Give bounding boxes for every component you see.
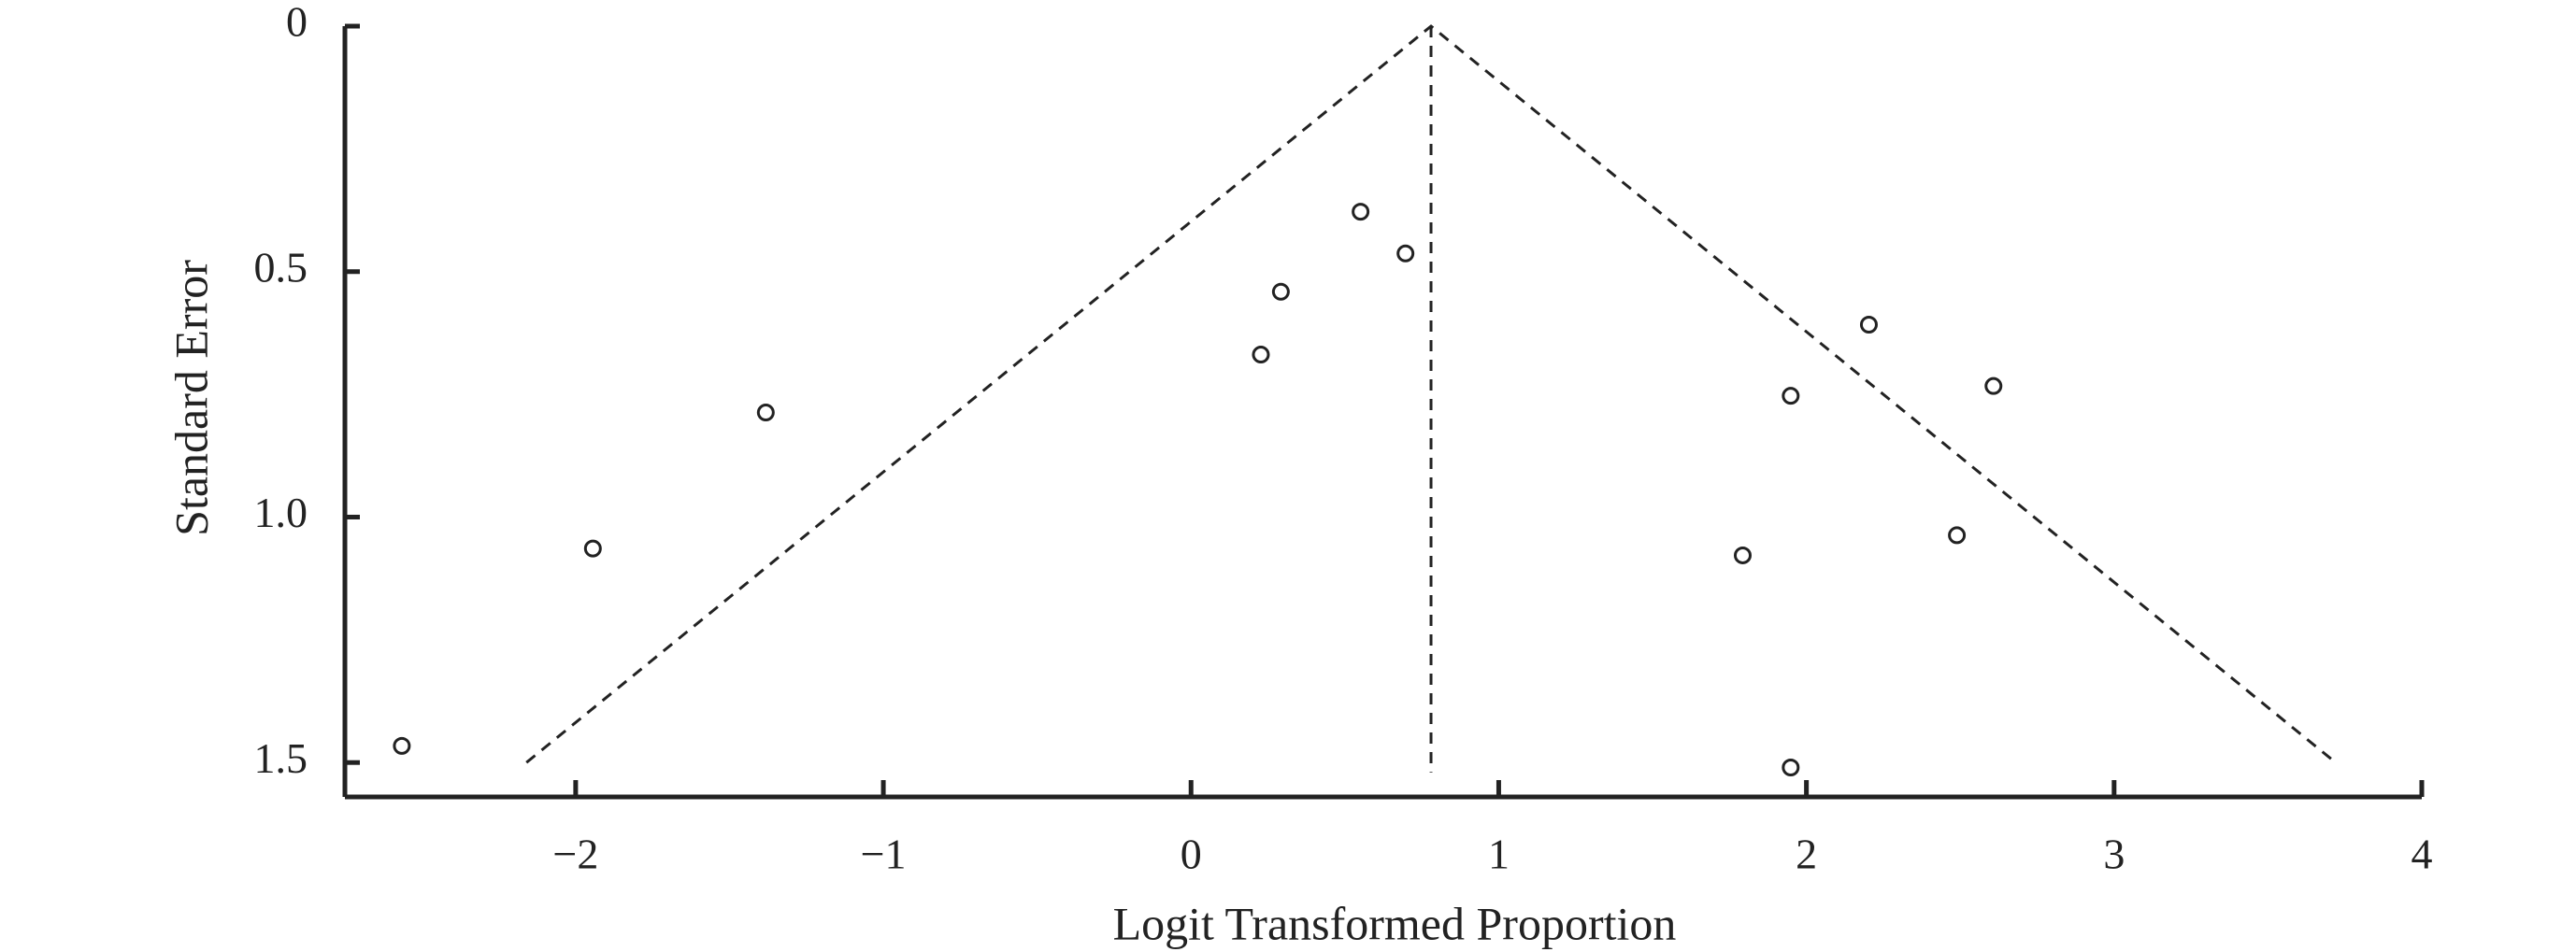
- point: [1984, 377, 2003, 395]
- y-tick-label: 0.5: [254, 243, 308, 291]
- x-tick-label: 1: [1488, 831, 1510, 878]
- point: [1948, 526, 1967, 545]
- point: [756, 404, 775, 422]
- point: [1271, 282, 1290, 301]
- y-tick-label: 1.0: [254, 489, 308, 536]
- point: [1859, 315, 1878, 334]
- x-tick-label: 4: [2411, 831, 2433, 878]
- x-tick-label: −2: [552, 831, 598, 878]
- point: [1252, 346, 1270, 364]
- funnel-line: [525, 24, 2337, 764]
- point: [1352, 203, 1370, 221]
- y-axis-title: Standard Error: [165, 260, 217, 536]
- x-tick-label: 2: [1796, 831, 1817, 878]
- point: [393, 736, 411, 755]
- x-tick-label: 0: [1181, 831, 1202, 878]
- x-tick-label: −1: [861, 831, 907, 878]
- x-axis-title: Logit Transformed Proportion: [1113, 897, 1677, 949]
- x-tick-label: 3: [2103, 831, 2125, 878]
- point: [1782, 387, 1800, 405]
- point: [1782, 758, 1800, 776]
- point: [1396, 244, 1415, 263]
- y-tick-label: 1.5: [254, 734, 308, 782]
- point: [583, 539, 602, 558]
- point: [1733, 546, 1752, 564]
- y-tick-label: 0: [286, 0, 308, 46]
